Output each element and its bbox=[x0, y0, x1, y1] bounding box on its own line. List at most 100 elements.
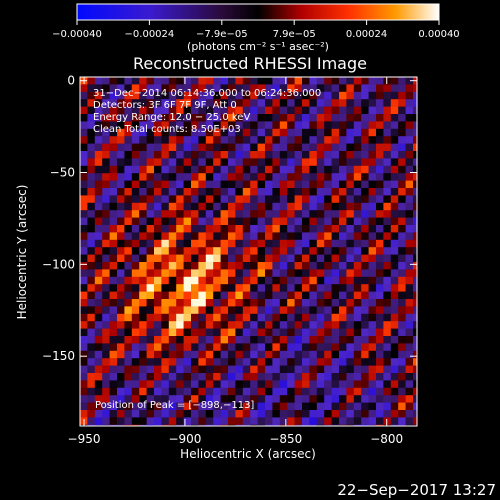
heatmap-cell bbox=[279, 202, 288, 211]
heatmap-cell bbox=[161, 165, 170, 174]
heatmap-cell bbox=[287, 136, 295, 144]
heatmap-cell bbox=[146, 180, 155, 189]
heatmap-cell bbox=[265, 313, 273, 322]
heatmap-cell bbox=[272, 306, 281, 315]
heatmap-cell bbox=[279, 410, 288, 418]
heatmap-cell bbox=[176, 143, 184, 152]
heatmap-cell bbox=[376, 276, 384, 285]
heatmap-cell bbox=[228, 343, 236, 352]
heatmap-cell bbox=[205, 202, 214, 211]
heatmap-cell bbox=[168, 424, 177, 426]
heatmap-cell bbox=[383, 284, 392, 292]
heatmap-cell bbox=[405, 217, 414, 226]
heatmap-cell bbox=[302, 417, 310, 426]
heatmap-cell bbox=[413, 306, 417, 315]
heatmap-cell bbox=[376, 195, 384, 204]
heatmap-cell bbox=[302, 291, 310, 300]
heatmap-cell bbox=[183, 210, 192, 218]
heatmap-cell bbox=[205, 328, 214, 337]
heatmap-cell bbox=[154, 84, 162, 93]
heatmap-cell bbox=[294, 91, 303, 100]
heatmap-cell bbox=[161, 247, 170, 255]
heatmap-cell bbox=[339, 336, 347, 344]
heatmap-cell bbox=[131, 395, 140, 403]
heatmap-cell bbox=[383, 188, 392, 196]
heatmap-cell bbox=[183, 417, 192, 426]
heatmap-cell bbox=[383, 217, 392, 226]
heatmap-cell bbox=[168, 299, 177, 307]
heatmap-cell bbox=[309, 380, 318, 389]
heatmap-cell bbox=[168, 262, 177, 270]
heatmap-cell bbox=[316, 210, 325, 218]
heatmap-cell bbox=[168, 343, 177, 352]
heatmap-cell bbox=[80, 410, 88, 418]
heatmap-cell bbox=[220, 358, 229, 366]
heatmap-cell bbox=[242, 336, 251, 344]
heatmap-cell bbox=[205, 114, 214, 122]
heatmap-cell bbox=[324, 128, 332, 137]
heatmap-cell bbox=[287, 121, 295, 130]
heatmap-cell bbox=[405, 239, 414, 248]
heatmap-cell bbox=[205, 77, 214, 85]
heatmap-cell bbox=[242, 395, 251, 403]
heatmap-cell bbox=[176, 180, 184, 189]
heatmap-cell bbox=[250, 136, 258, 144]
heatmap-cell bbox=[205, 306, 214, 315]
heatmap-cell bbox=[398, 410, 406, 418]
heatmap-cell bbox=[191, 350, 199, 359]
heatmap-cell bbox=[383, 321, 392, 329]
heatmap-cell bbox=[390, 417, 399, 426]
heatmap-cell bbox=[198, 202, 207, 211]
heatmap-cell bbox=[265, 77, 273, 85]
heatmap-cell bbox=[228, 328, 236, 337]
heatmap-cell bbox=[250, 106, 258, 115]
heatmap-cell bbox=[109, 158, 118, 167]
heatmap-cell bbox=[405, 284, 414, 292]
heatmap-cell bbox=[131, 136, 140, 144]
heatmap-cell bbox=[272, 195, 281, 204]
heatmap-cell bbox=[139, 284, 147, 292]
heatmap-cell bbox=[117, 99, 125, 107]
heatmap-cell bbox=[383, 143, 392, 152]
heatmap-cell bbox=[324, 202, 332, 211]
heatmap-cell bbox=[279, 343, 288, 352]
heatmap-cell bbox=[242, 269, 251, 278]
heatmap-cell bbox=[176, 380, 184, 389]
heatmap-cell bbox=[154, 350, 162, 359]
heatmap-cell bbox=[413, 121, 417, 130]
heatmap-cell bbox=[294, 321, 303, 329]
heatmap-cell bbox=[161, 410, 170, 418]
heatmap-cell bbox=[265, 395, 273, 403]
heatmap-cell bbox=[80, 225, 88, 233]
heatmap-cell bbox=[405, 358, 414, 366]
heatmap-cell bbox=[361, 180, 369, 189]
heatmap-cell bbox=[191, 136, 199, 144]
heatmap-cell bbox=[94, 106, 103, 115]
heatmap-cell bbox=[154, 188, 162, 196]
heatmap-cell bbox=[279, 365, 288, 374]
heatmap-cell bbox=[109, 173, 118, 181]
heatmap-cell bbox=[109, 291, 118, 300]
heatmap-cell bbox=[383, 202, 392, 211]
heatmap-cell bbox=[213, 284, 221, 292]
heatmap-cell bbox=[109, 165, 118, 174]
heatmap-cell bbox=[146, 276, 155, 285]
heatmap-cell bbox=[124, 143, 133, 152]
heatmap-cell bbox=[250, 284, 258, 292]
heatmap-cell bbox=[376, 106, 384, 115]
heatmap-cell bbox=[102, 210, 110, 218]
heatmap-cell bbox=[139, 269, 147, 278]
heatmap-cell bbox=[346, 402, 355, 411]
heatmap-cell bbox=[257, 225, 266, 233]
heatmap-cell bbox=[316, 180, 325, 189]
heatmap-cell bbox=[294, 306, 303, 315]
heatmap-cell bbox=[161, 343, 170, 352]
heatmap-cell bbox=[309, 77, 318, 85]
heatmap-cell bbox=[235, 358, 244, 366]
heatmap-cell bbox=[168, 128, 177, 137]
heatmap-cell bbox=[102, 173, 110, 181]
heatmap-cell bbox=[339, 373, 347, 381]
heatmap-cell bbox=[228, 262, 236, 270]
heatmap-cell bbox=[235, 158, 244, 167]
heatmap-cell bbox=[191, 358, 199, 366]
